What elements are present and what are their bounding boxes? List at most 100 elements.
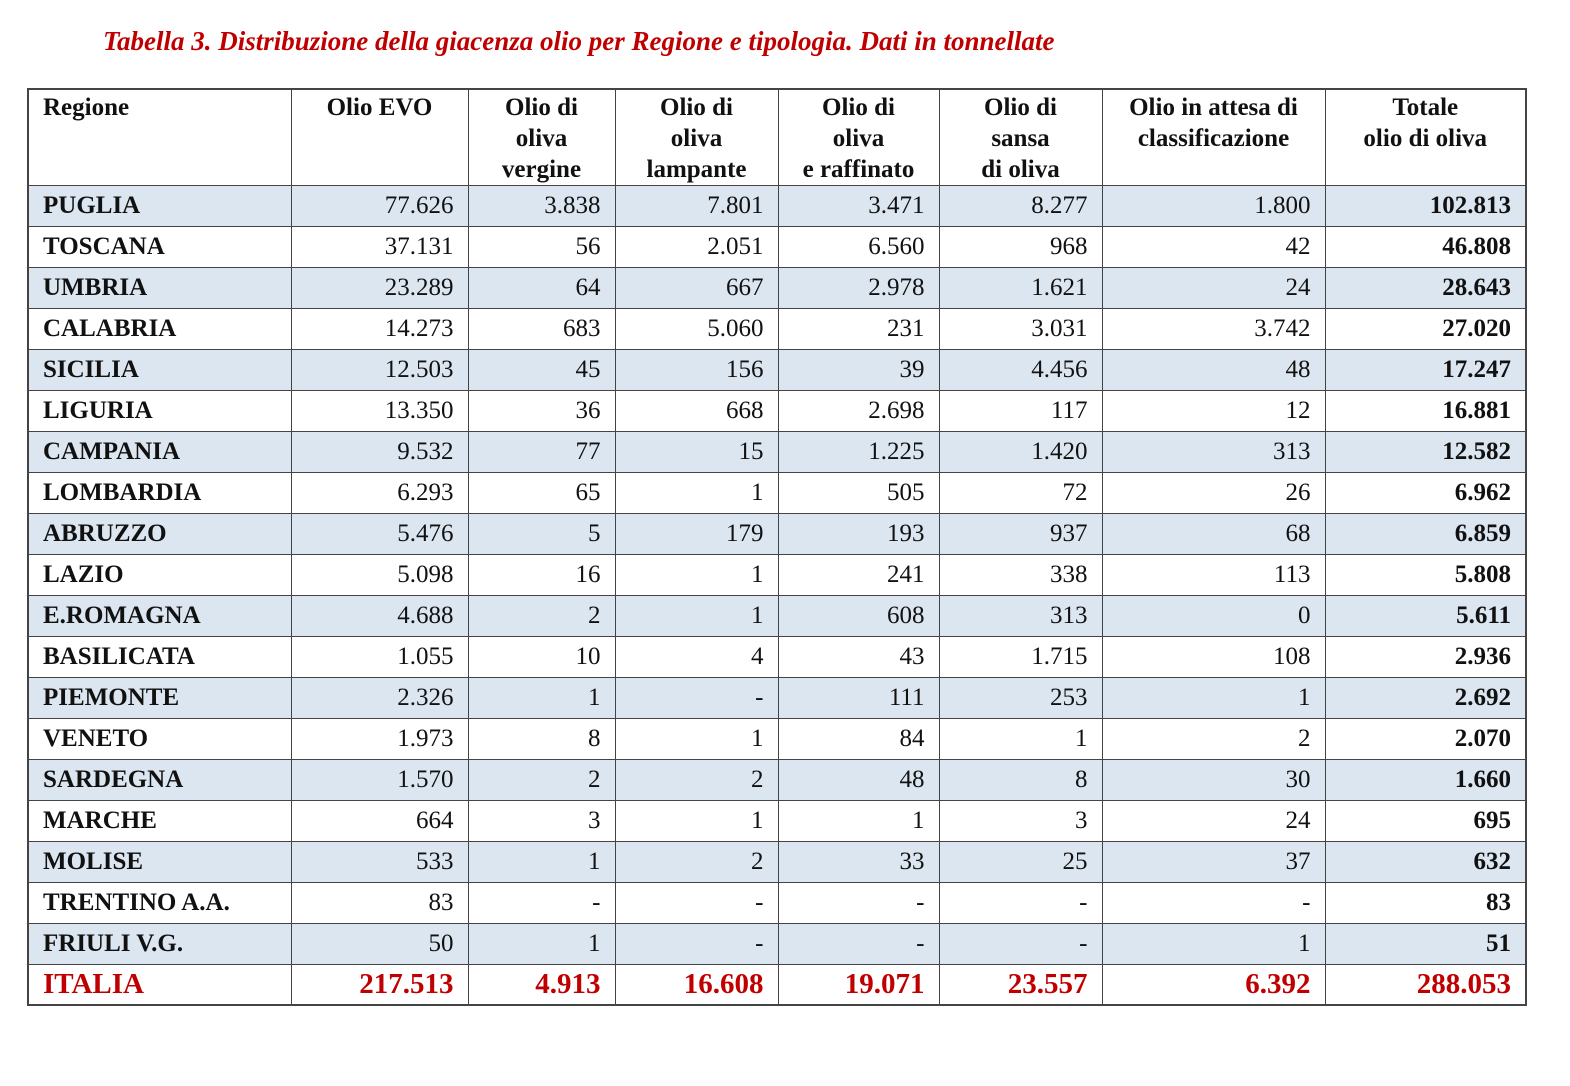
table-row: CALABRIA 14.273 683 5.060 231 3.031 3.742 27.02… <box>27 308 1527 350</box>
value-cell: 4.456 <box>938 349 1103 391</box>
value-cell: 2 <box>614 759 779 801</box>
value-cell: 111 <box>777 677 940 719</box>
value-cell: 6.962 <box>1324 472 1527 514</box>
region-cell: CALABRIA <box>27 308 292 350</box>
region-cell: TRENTINO A.A. <box>27 882 292 924</box>
table-row: E.ROMAGNA 4.688 2 1 608 313 0 5.611 <box>27 595 1527 637</box>
value-cell: 64 <box>467 267 616 309</box>
value-cell: 683 <box>467 308 616 350</box>
column-header: Olio in attesa di classificazione <box>1101 88 1326 186</box>
value-cell: 2.051 <box>614 226 779 268</box>
value-cell: 28.643 <box>1324 267 1527 309</box>
value-cell: 2.692 <box>1324 677 1527 719</box>
value-cell: 37 <box>1101 841 1326 883</box>
value-cell: 1.800 <box>1101 185 1326 227</box>
value-cell: - <box>614 882 779 924</box>
value-cell: 113 <box>1101 554 1326 596</box>
value-cell: 4 <box>614 636 779 678</box>
value-cell: 2 <box>467 759 616 801</box>
value-cell: 12.503 <box>290 349 469 391</box>
value-cell: 77.626 <box>290 185 469 227</box>
value-cell: 3.031 <box>938 308 1103 350</box>
table-row: FRIULI V.G. 50 1- - -1 51 <box>27 923 1527 965</box>
value-cell: 102.813 <box>1324 185 1527 227</box>
value-cell: 23.557 <box>938 964 1103 1006</box>
value-cell: 2 <box>614 841 779 883</box>
value-cell: - <box>467 882 616 924</box>
column-header: Olio di oliva lampante <box>614 88 779 186</box>
value-cell: 1 <box>614 718 779 760</box>
value-cell: 667 <box>614 267 779 309</box>
region-cell: VENETO <box>27 718 292 760</box>
table-row: SARDEGNA 1.570 2 2 48 8 30 1.660 <box>27 759 1527 801</box>
table-title: Tabella 3. Distribuzione della giacenza … <box>103 26 1055 56</box>
value-cell: 36 <box>467 390 616 432</box>
region-cell: MOLISE <box>27 841 292 883</box>
value-cell: 608 <box>777 595 940 637</box>
value-cell: 16.608 <box>614 964 779 1006</box>
value-cell: 23.289 <box>290 267 469 309</box>
value-cell: 5.611 <box>1324 595 1527 637</box>
value-cell: - <box>777 923 940 965</box>
region-cell: CAMPANIA <box>27 431 292 473</box>
value-cell: 33 <box>777 841 940 883</box>
value-cell: 1 <box>467 923 616 965</box>
table-row: MARCHE 664 3 1 1 3 24 695 <box>27 800 1527 842</box>
value-cell: 313 <box>1101 431 1326 473</box>
value-cell: 3.471 <box>777 185 940 227</box>
column-header: Totale olio di oliva <box>1324 88 1527 186</box>
value-cell: 288.053 <box>1324 964 1527 1006</box>
table-row: UMBRIA 23.289 64 667 2.978 1.621 24 28.643 <box>27 267 1527 309</box>
value-cell: 231 <box>777 308 940 350</box>
value-cell: 1 <box>938 718 1103 760</box>
value-cell: 156 <box>614 349 779 391</box>
value-cell: 1.055 <box>290 636 469 678</box>
value-cell: 27.020 <box>1324 308 1527 350</box>
value-cell: 632 <box>1324 841 1527 883</box>
value-cell: 83 <box>1324 882 1527 924</box>
value-cell: 30 <box>1101 759 1326 801</box>
value-cell: 43 <box>777 636 940 678</box>
column-header: Olio di oliva vergine <box>467 88 616 186</box>
value-cell: - <box>614 923 779 965</box>
value-cell: 37.131 <box>290 226 469 268</box>
value-cell: 1.660 <box>1324 759 1527 801</box>
table-row: PUGLIA 77.626 3.838 7.801 3.471 8.277 1.800 102… <box>27 185 1527 227</box>
value-cell: 668 <box>614 390 779 432</box>
value-cell: 42 <box>1101 226 1326 268</box>
value-cell: 5.060 <box>614 308 779 350</box>
column-header: Olio EVO <box>290 88 469 186</box>
value-cell: 3 <box>467 800 616 842</box>
value-cell: 72 <box>938 472 1103 514</box>
table-row: TOSCANA 37.131 56 2.051 6.560 968 42 46.808 <box>27 226 1527 268</box>
value-cell: 16 <box>467 554 616 596</box>
value-cell: 179 <box>614 513 779 555</box>
value-cell: 1 <box>467 841 616 883</box>
value-cell: 695 <box>1324 800 1527 842</box>
table-row: SICILIA 12.503 45 156 39 4.456 48 17.247 <box>27 349 1527 391</box>
column-header: Olio di sansa di oliva <box>938 88 1103 186</box>
value-cell: - <box>777 882 940 924</box>
value-cell: 968 <box>938 226 1103 268</box>
value-cell: 39 <box>777 349 940 391</box>
region-cell: ITALIA <box>27 964 292 1006</box>
value-cell: 193 <box>777 513 940 555</box>
total-row: ITALIA 217.513 4.913 16.608 19.071 23.557 6.39… <box>27 964 1527 1006</box>
region-cell: PIEMONTE <box>27 677 292 719</box>
value-cell: 1 <box>1101 677 1326 719</box>
value-cell: 4.913 <box>467 964 616 1006</box>
region-cell: SARDEGNA <box>27 759 292 801</box>
data-table: Regione Olio EVO Olio di oliva vergine Olio… <box>27 88 1527 1006</box>
value-cell: 2.698 <box>777 390 940 432</box>
value-cell: 0 <box>1101 595 1326 637</box>
region-cell: BASILICATA <box>27 636 292 678</box>
value-cell: 8 <box>938 759 1103 801</box>
value-cell: 19.071 <box>777 964 940 1006</box>
value-cell: 1.973 <box>290 718 469 760</box>
value-cell: 8 <box>467 718 616 760</box>
value-cell: 51 <box>1324 923 1527 965</box>
value-cell: 5.098 <box>290 554 469 596</box>
value-cell: 12.582 <box>1324 431 1527 473</box>
value-cell: 46.808 <box>1324 226 1527 268</box>
value-cell: 1 <box>467 677 616 719</box>
